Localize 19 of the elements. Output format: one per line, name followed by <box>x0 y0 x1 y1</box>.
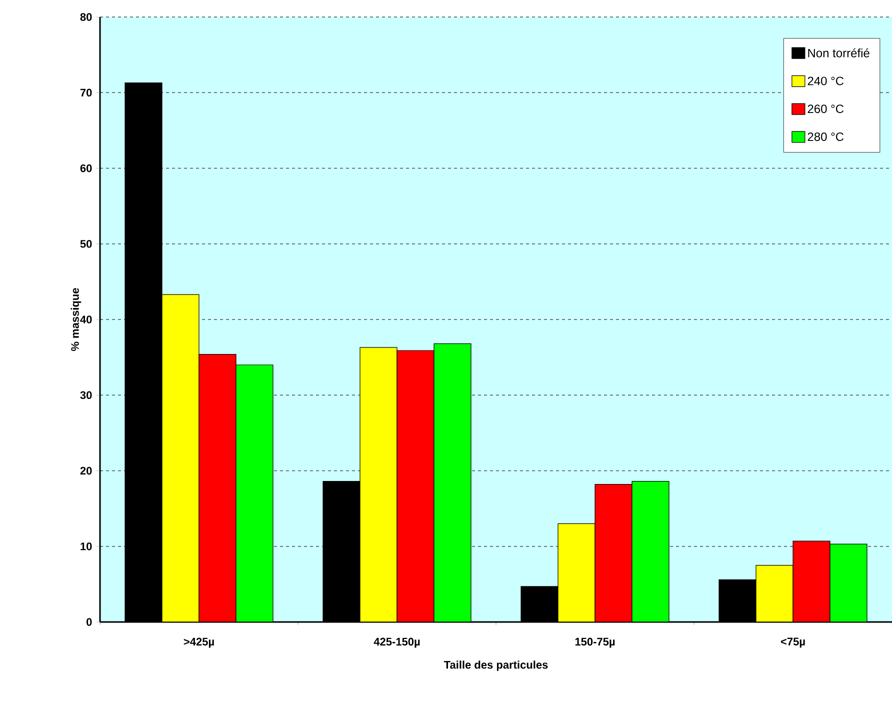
x-tick-label: >425µ <box>184 638 214 648</box>
y-tick-label: 10 <box>80 542 92 550</box>
y-tick-label: 20 <box>80 466 92 475</box>
x-tick-label: 150-75µ <box>575 638 615 648</box>
x-axis-title: Taille des particules <box>444 660 548 671</box>
y-tick-label: 60 <box>80 164 92 172</box>
legend-label: 260 °C <box>808 104 844 114</box>
legend-label: 280 °C <box>808 132 844 141</box>
y-tick-label: 40 <box>80 316 92 324</box>
y-tick-label: 0 <box>86 618 92 626</box>
y-tick-label: 30 <box>80 391 92 400</box>
y-tick-label: 80 <box>80 13 92 21</box>
y-axis-title: % massique <box>70 288 82 352</box>
legend-label: 240 °C <box>808 76 844 86</box>
x-tick-label: 425-150µ <box>374 638 420 648</box>
y-tick-label: 50 <box>80 240 92 248</box>
legend-label: Non torréfié <box>808 48 870 58</box>
y-tick-label: 70 <box>80 88 92 97</box>
x-tick-label: <75µ <box>780 638 805 648</box>
